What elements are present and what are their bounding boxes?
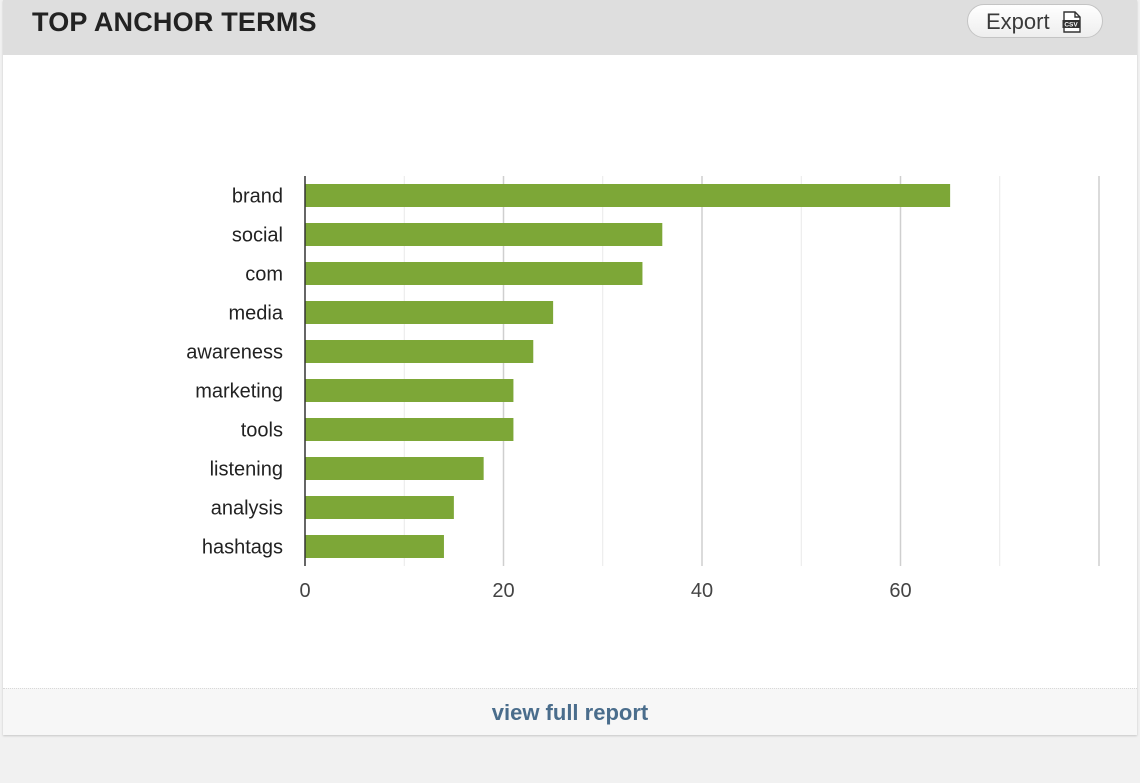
bar-social <box>305 223 663 246</box>
category-label-hashtags: hashtags <box>202 537 283 559</box>
bar-tools <box>305 418 514 441</box>
category-label-marketing: marketing <box>195 381 283 403</box>
chart-area: brand social com media awareness marketing too… <box>3 55 1137 687</box>
bar-media <box>305 301 554 324</box>
widget-footer: view full report <box>3 688 1137 735</box>
x-tick-label: 20 <box>492 580 514 602</box>
widget-header: TOP ANCHOR TERMS Export CSV <box>3 0 1137 55</box>
category-label-social: social <box>232 225 283 247</box>
export-button-label: Export <box>986 9 1050 34</box>
bar-com <box>305 262 643 285</box>
category-label-media: media <box>229 303 284 325</box>
csv-file-icon: CSV <box>1062 11 1082 33</box>
bar-awareness <box>305 340 534 363</box>
export-button[interactable]: Export CSV <box>967 4 1103 38</box>
bar-chart: brand social com media awareness marketing too… <box>186 176 1100 602</box>
category-label-brand: brand <box>232 186 283 208</box>
x-tick-label: 0 <box>299 580 310 602</box>
category-label-tools: tools <box>241 420 283 442</box>
csv-icon-text: CSV <box>1064 22 1078 29</box>
category-label-listening: listening <box>210 459 283 481</box>
category-label-awareness: awareness <box>186 342 283 364</box>
x-tick-label: 40 <box>691 580 713 602</box>
top-anchor-terms-widget: TOP ANCHOR TERMS Export CSV brand social c… <box>3 0 1137 735</box>
widget-title: TOP ANCHOR TERMS <box>32 7 317 37</box>
bar-listening <box>305 457 484 480</box>
category-label-analysis: analysis <box>211 498 283 520</box>
bar-brand <box>305 184 951 207</box>
bar-analysis <box>305 496 454 519</box>
view-full-report-link[interactable]: view full report <box>491 700 649 725</box>
x-tick-label: 60 <box>889 580 911 602</box>
bar-hashtags <box>305 535 444 558</box>
bar-marketing <box>305 379 514 402</box>
category-label-com: com <box>245 264 283 286</box>
